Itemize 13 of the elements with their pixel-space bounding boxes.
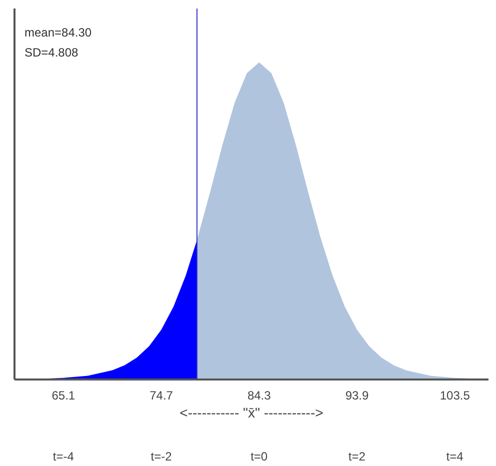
x2-tick-label: t=-4 bbox=[52, 450, 74, 464]
text: SD=4.808 bbox=[24, 46, 79, 60]
x2-tick-label: t=4 bbox=[446, 450, 464, 464]
x2-tick-label: t=-2 bbox=[150, 450, 172, 464]
x2-tick-label: t=2 bbox=[348, 450, 366, 464]
text: mean=84.30 bbox=[24, 26, 92, 40]
x2-tick-label: t=0 bbox=[250, 450, 268, 464]
x-tick-label: 65.1 bbox=[52, 388, 76, 402]
x-tick-label: 84.3 bbox=[247, 388, 272, 402]
x-tick-label: 103.5 bbox=[440, 388, 470, 402]
x-axis-title: <----------- "x̄" -----------> bbox=[180, 404, 324, 420]
x-tick-label: 74.7 bbox=[150, 388, 174, 402]
x-tick-label: 93.9 bbox=[345, 388, 370, 402]
